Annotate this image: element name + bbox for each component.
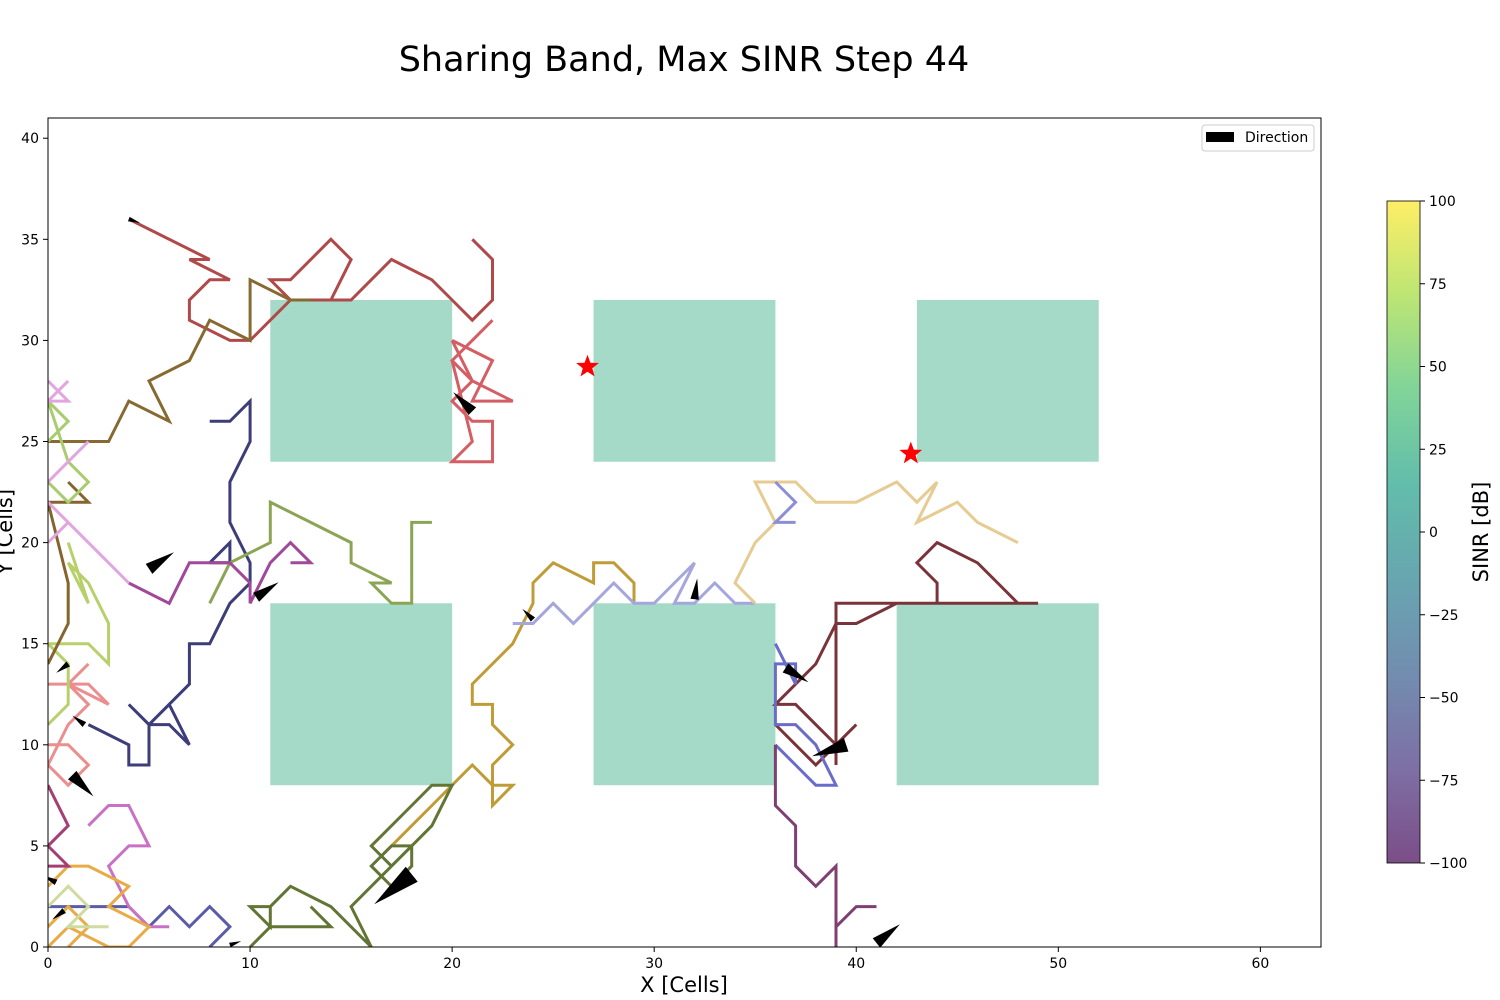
trajectory-5 (208, 499, 432, 605)
direction-arrow-6 (782, 663, 809, 683)
trajectory-1 (48, 277, 311, 443)
direction-arrow-12 (56, 661, 71, 673)
y-tick-label-6: 30 (21, 333, 39, 349)
direction-arrow-10 (68, 770, 94, 797)
base-station-layer (576, 354, 923, 464)
trajectory-22 (48, 662, 110, 788)
trajectory-13 (773, 744, 877, 947)
direction-arrow-15 (229, 941, 242, 947)
trajectory-16 (48, 904, 233, 947)
x-tick-label-0: 0 (44, 956, 53, 972)
trajectory-7 (390, 560, 636, 847)
direction-arrow-2 (145, 552, 174, 574)
direction-arrow-8 (872, 924, 900, 947)
colorbar-tick-label-3: 25 (1429, 442, 1447, 458)
legend-direction-label: Direction (1245, 130, 1308, 146)
y-axis-label: Y [Cells] (0, 489, 17, 576)
trajectory-3 (87, 397, 252, 767)
trajectory-14 (246, 783, 455, 947)
obstacle-0 (270, 299, 453, 462)
trajectory-15 (249, 905, 335, 947)
y-tick-label-8: 40 (21, 131, 39, 147)
direction-arrow-7 (811, 737, 849, 757)
legend: Direction (1201, 124, 1315, 152)
x-axis-label: X [Cells] (640, 973, 728, 997)
legend-direction-swatch (1206, 132, 1234, 142)
direction-arrow-5 (690, 578, 699, 600)
colorbar-tick-label-6: −50 (1429, 691, 1459, 707)
obstacle-2 (916, 299, 1099, 462)
y-axis-ticks: 0 5 10 15 20 25 30 35 40 (21, 131, 48, 956)
obstacle-layer (270, 299, 1099, 786)
direction-arrow-3 (253, 582, 279, 602)
trajectory-17 (87, 804, 170, 929)
colorbar-label: SINR [dB] (1469, 482, 1493, 583)
trajectory-23 (48, 542, 111, 726)
y-tick-label-5: 25 (21, 435, 39, 451)
trajectory-20 (48, 884, 109, 929)
trajectory-18 (48, 864, 152, 947)
colorbar-tick-label-1: 75 (1429, 277, 1447, 293)
trajectory-21 (48, 784, 72, 868)
trajectory-24 (48, 480, 93, 665)
trajectory-10 (771, 480, 798, 524)
obstacle-5 (896, 603, 1099, 786)
y-tick-label-3: 15 (21, 637, 39, 653)
trajectory-layer (48, 217, 1039, 947)
trajectory-0 (128, 217, 494, 342)
y-tick-label-0: 0 (30, 940, 39, 956)
x-tick-label-6: 60 (1251, 956, 1269, 972)
legend-box (1201, 124, 1315, 152)
trajectory-26 (48, 400, 91, 505)
colorbar-tick-label-4: 0 (1429, 525, 1438, 541)
trajectory-28 (48, 440, 90, 484)
trajectory-25 (48, 501, 130, 585)
colorbar-tick-label-8: −100 (1429, 856, 1467, 872)
y-tick-label-1: 5 (30, 839, 39, 855)
direction-arrow-layer (48, 216, 900, 947)
trajectory-9 (733, 480, 1019, 605)
x-tick-label-1: 10 (241, 956, 259, 972)
colorbar-tick-label-7: −75 (1429, 773, 1459, 789)
x-axis-ticks: 0 10 20 30 40 50 60 (44, 947, 1269, 972)
y-tick-label-2: 10 (21, 738, 39, 754)
direction-arrow-1 (453, 392, 477, 416)
y-tick-label-7: 35 (21, 232, 39, 248)
trajectory-27 (48, 379, 72, 403)
x-tick-label-3: 30 (645, 956, 663, 972)
obstacle-1 (593, 299, 776, 462)
y-tick-label-4: 20 (21, 536, 39, 552)
plot-frame (47, 117, 1322, 948)
trajectory-2 (448, 319, 514, 464)
direction-arrow-4 (522, 608, 536, 622)
base-station-star-1 (899, 441, 923, 464)
direction-arrow-14 (52, 908, 66, 920)
base-station-star-0 (576, 354, 599, 377)
obstacle-4 (593, 603, 776, 786)
colorbar-tick-label-2: 50 (1429, 360, 1447, 376)
chart-title: Sharing Band, Max SINR Step 44 (399, 40, 970, 80)
direction-arrow-13 (48, 877, 58, 885)
direction-arrow-9 (374, 866, 418, 905)
direction-arrow-0 (128, 216, 141, 223)
colorbar-tick-label-5: −25 (1429, 608, 1459, 624)
trajectory-4 (208, 538, 232, 565)
trajectory-6 (128, 540, 315, 606)
trajectory-8 (512, 561, 756, 626)
colorbar-ticks: 100 75 50 25 0 −25 −50 −75 −100 (1420, 194, 1467, 872)
obstacle-3 (270, 603, 453, 786)
x-tick-label-4: 40 (847, 956, 865, 972)
trajectory-11 (771, 540, 1039, 768)
colorbar (1386, 200, 1421, 864)
x-tick-label-5: 50 (1049, 956, 1067, 972)
colorbar-tick-label-0: 100 (1429, 194, 1456, 210)
x-tick-label-2: 20 (443, 956, 461, 972)
direction-arrow-11 (72, 715, 87, 727)
